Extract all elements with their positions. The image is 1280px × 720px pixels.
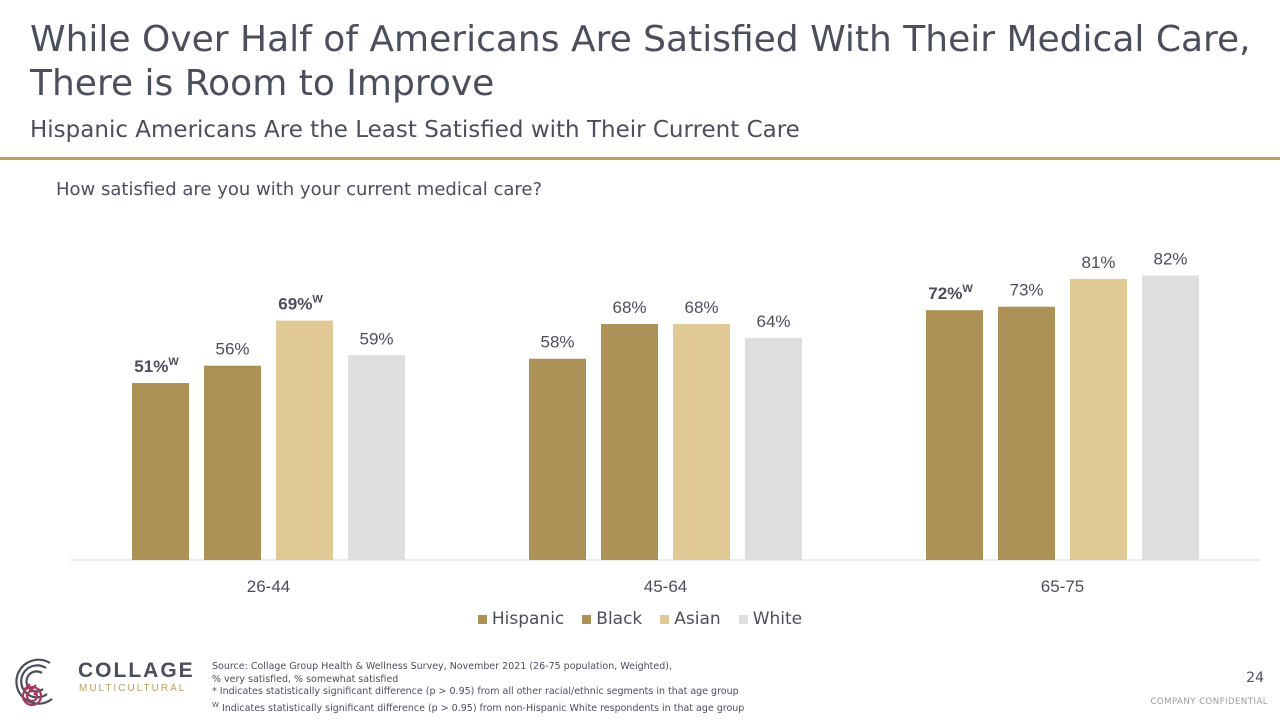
source-notes: Source: Collage Group Health & Wellness … (212, 661, 772, 716)
source-line: % very satisfied, % somewhat satisfied (212, 673, 399, 685)
bar-white-45-64 (745, 337, 802, 560)
legend-label: Hispanic (491, 609, 565, 629)
x-tick-label: 45-64 (644, 577, 687, 596)
data-label: 82% (1153, 249, 1187, 268)
chart-legend: Hispanic Black Asian White (0, 609, 1280, 629)
data-label: 81% (1081, 253, 1115, 272)
slide-title: While Over Half of Americans Are Satisfi… (30, 19, 1251, 104)
source-line: Source: Collage Group Health & Wellness … (212, 661, 672, 672)
bar-asian-26-44 (276, 320, 333, 560)
legend-swatch-black (582, 614, 592, 624)
collage-logo: COLLAGE MULTICULTURAL (15, 658, 195, 707)
x-tick-label: 26-44 (247, 577, 290, 596)
x-tick-label: 65-75 (1041, 577, 1084, 596)
data-label: 73% (1009, 281, 1043, 300)
legend-swatch-hispanic (477, 614, 487, 624)
data-label: 51%W (134, 356, 179, 376)
bar-hispanic-45-64 (529, 358, 586, 560)
data-label: 69%W (278, 294, 323, 314)
bar-white-26-44 (348, 355, 405, 560)
bar-hispanic-26-44 (132, 383, 189, 560)
legend-label: White (752, 609, 803, 629)
confidential-label: COMPANY CONFIDENTIAL (1150, 697, 1268, 707)
logo-mark-icon (15, 658, 53, 707)
bar-hispanic-65-75 (926, 310, 983, 560)
data-label: 68% (612, 298, 646, 317)
slide-subtitle: Hispanic Americans Are the Least Satisfi… (30, 117, 800, 143)
bar-black-65-75 (998, 306, 1055, 560)
data-label: 72%W (928, 283, 973, 303)
bar-chart: 51%W 56% 69%W 59% 26-44 58% 68% 68% 64% 45-64 72%W… (70, 249, 1260, 596)
legend-item-white: White (738, 609, 803, 629)
footnote-asterisk: * Indicates statistically significant di… (212, 686, 739, 698)
bar-asian-65-75 (1070, 278, 1127, 560)
data-label: 58% (540, 333, 574, 352)
data-label: 59% (359, 329, 393, 348)
legend-swatch-asian (660, 614, 670, 624)
logo-name: COLLAGE (78, 659, 195, 682)
header-divider (0, 157, 1280, 160)
bar-black-26-44 (204, 365, 261, 560)
survey-question: How satisfied are you with your current … (56, 179, 543, 200)
legend-swatch-white (738, 614, 748, 624)
page-number: 24 (1246, 670, 1264, 686)
legend-label: Black (596, 609, 643, 629)
data-label: 56% (215, 340, 249, 359)
bar-asian-45-64 (673, 324, 730, 560)
data-label: 64% (756, 312, 790, 331)
legend-item-asian: Asian (660, 609, 721, 629)
footnote-w: W Indicates statistically significant di… (212, 700, 745, 714)
legend-label: Asian (674, 609, 721, 629)
bar-white-65-75 (1142, 275, 1199, 560)
bar-black-45-64 (601, 324, 658, 560)
logo-tagline: MULTICULTURAL (79, 683, 186, 694)
legend-item-hispanic: Hispanic (477, 609, 565, 629)
data-label: 68% (684, 298, 718, 317)
legend-item-black: Black (582, 609, 642, 629)
